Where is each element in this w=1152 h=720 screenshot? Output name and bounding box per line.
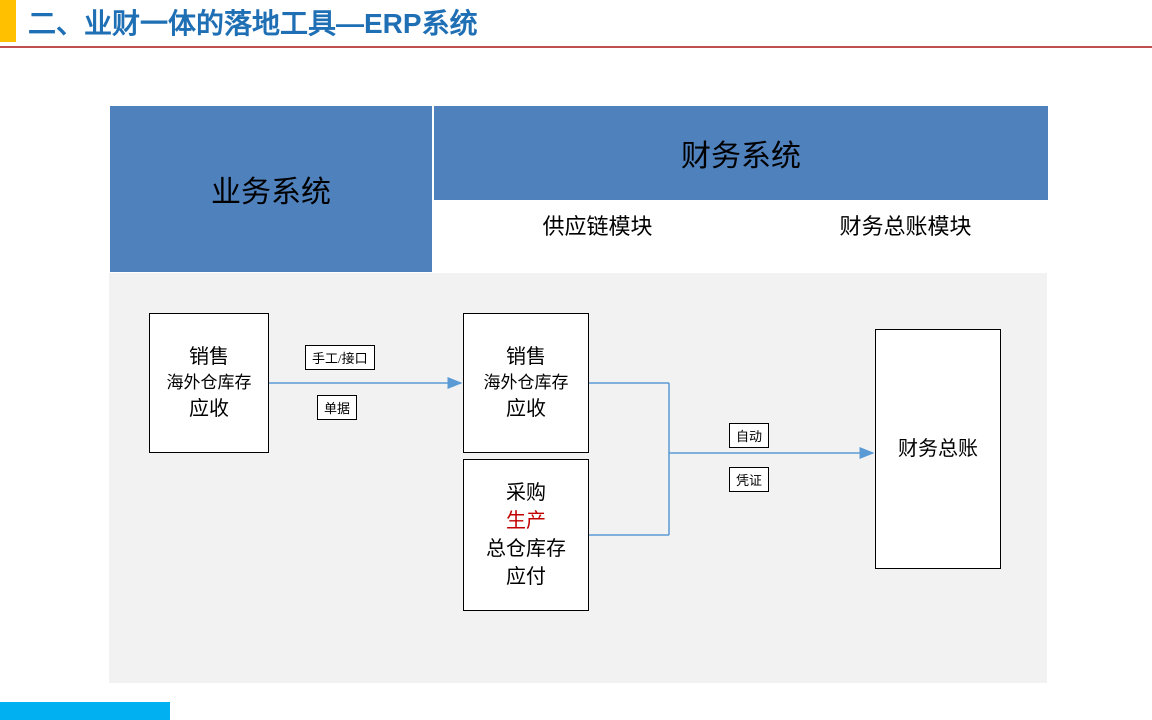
tag-auto: 自动 <box>729 423 769 448</box>
horizontal-rule <box>0 46 1152 48</box>
tag-voucher: 凭证 <box>729 467 769 492</box>
box-line: 海外仓库存 <box>484 371 569 395</box>
box-supply-purchase: 采购 生产 总仓库存 应付 <box>463 459 589 611</box>
box-line: 海外仓库存 <box>167 371 252 395</box>
subheader-gl-module: 财务总账模块 <box>763 201 1049 273</box>
box-line: 财务总账 <box>898 435 978 463</box>
tag-manual-interface: 手工/接口 <box>305 345 375 370</box>
box-line: 销售 <box>506 343 546 371</box>
header-business: 业务系统 <box>109 105 433 273</box>
box-supply-sales: 销售 海外仓库存 应收 <box>463 313 589 453</box>
box-line: 应收 <box>189 395 229 423</box>
box-line: 应付 <box>506 563 546 591</box>
page-title: 二、业财一体的落地工具—ERP系统 <box>28 2 478 42</box>
diagram-canvas: 业务系统 财务系统 供应链模块 财务总账模块 销售 海外仓库存 应收 销售 海外… <box>108 104 1048 684</box>
box-line: 销售 <box>189 343 229 371</box>
box-line: 采购 <box>506 479 546 507</box>
tag-document: 单据 <box>317 395 357 420</box>
box-business-sales: 销售 海外仓库存 应收 <box>149 313 269 453</box>
title-accent-bar <box>0 0 16 42</box>
header-finance: 财务系统 <box>433 105 1049 201</box>
box-line-red: 生产 <box>506 507 546 535</box>
footer-accent-bar <box>0 702 170 720</box>
box-line: 总仓库存 <box>486 535 566 563</box>
box-line: 应收 <box>506 395 546 423</box>
box-general-ledger: 财务总账 <box>875 329 1001 569</box>
subheader-supply-chain: 供应链模块 <box>433 201 763 273</box>
